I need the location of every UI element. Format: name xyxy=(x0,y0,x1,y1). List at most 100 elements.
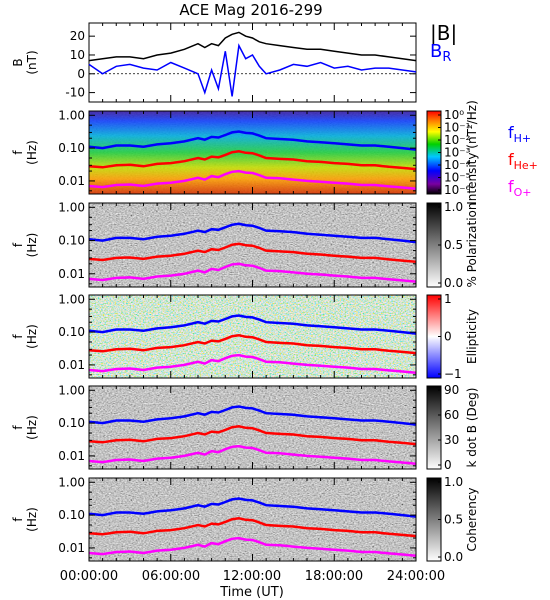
y-tick-label: 0.10 xyxy=(58,416,85,430)
x-tick-label: 06:00:00 xyxy=(142,569,200,584)
series-line xyxy=(88,31,417,62)
y-axis-label: f (Hz) xyxy=(11,507,39,532)
x-tick-label: 18:00:00 xyxy=(305,569,363,584)
gyrofrequency-line-He+ xyxy=(89,334,416,355)
colorbar-tick-label: 10⁰ xyxy=(444,108,464,122)
gyrofrequency-line-O+ xyxy=(89,536,416,557)
gyrofrequency-line-H+ xyxy=(89,405,416,426)
svg-text:f: f xyxy=(11,242,25,247)
colorbar-tick-label: 0 xyxy=(444,330,452,344)
x-tick-label: 00:00:00 xyxy=(60,569,118,584)
plot-area xyxy=(88,22,417,103)
colorbar-tick-label: 10⁻⁴ xyxy=(444,158,471,172)
y-tick-label: 0.10 xyxy=(58,234,85,248)
y-tick-label: 1.00 xyxy=(58,475,85,489)
x-axis: 00:00:00 06:00:00 12:00:00 18:00:00 24:0… xyxy=(60,569,445,600)
svg-text:f: f xyxy=(11,517,25,522)
gyrofrequency-line-O+ xyxy=(89,444,416,465)
colorbar-tick-label: 0 xyxy=(444,458,452,472)
y-tick-label: 0.10 xyxy=(58,141,85,155)
svg-text:(Hz): (Hz) xyxy=(25,415,39,440)
y-axis-label: f (Hz) xyxy=(11,324,39,349)
gyrofrequency-line-He+ xyxy=(89,242,416,264)
colorbar-tick-label: 1.0 xyxy=(444,200,463,214)
colorbar-tick-label: 10⁻² xyxy=(444,133,471,147)
gyrofrequency-line-H+ xyxy=(89,130,416,151)
colorbar-title: Intensity (nT²/Hz) xyxy=(465,100,479,205)
y-tick-label: 1.00 xyxy=(58,383,85,397)
y-tick-label: 0 xyxy=(77,67,85,81)
colorbar-tick-label: 0.0 xyxy=(444,276,463,290)
colorbar-tick-label: 0.0 xyxy=(444,550,463,564)
y-tick-label: -10 xyxy=(65,86,85,100)
colorbar-tick-label: 0.5 xyxy=(444,513,463,527)
legend: fH+ fHe+ fO+ xyxy=(508,123,538,199)
colorbar-title: k dot B (Deg) xyxy=(465,388,479,468)
colorbar-title: Coherency xyxy=(465,487,479,551)
svg-text:B: B xyxy=(11,58,25,66)
colorbar-tick-label: 0.5 xyxy=(444,238,463,252)
legend-entry: fHe+ xyxy=(508,150,538,172)
gyrofrequency-line-H+ xyxy=(89,314,416,335)
series-line xyxy=(88,43,417,97)
colorbar-tick-label: 1.0 xyxy=(444,475,463,489)
y-tick-label: 1.00 xyxy=(58,200,85,214)
spectrogram-coherency xyxy=(89,478,416,561)
x-tick-label: 24:00:00 xyxy=(387,569,445,584)
svg-text:(Hz): (Hz) xyxy=(25,233,39,258)
svg-text:f: f xyxy=(11,150,25,155)
x-axis-label: Time (UT) xyxy=(219,585,284,600)
spectrogram-kdotb xyxy=(89,386,416,469)
svg-text:f: f xyxy=(11,334,25,339)
y-tick-label: 20 xyxy=(70,29,85,43)
svg-text:(Hz): (Hz) xyxy=(25,507,39,532)
y-tick-label: 0.01 xyxy=(58,541,85,555)
y-tick-label: 0.01 xyxy=(58,174,85,188)
gyrofrequency-line-H+ xyxy=(89,497,416,518)
colorbar-tick-label: 10⁻⁵ xyxy=(444,171,471,185)
gyrofrequency-line-He+ xyxy=(89,517,416,538)
colorbar-tick-label: 60 xyxy=(444,408,459,422)
spectrogram-intensity xyxy=(89,111,416,194)
y-tick-label: 0.10 xyxy=(58,325,85,339)
y-tick-label: 1.00 xyxy=(58,108,85,122)
colorbar-tick-label: 10⁻⁶ xyxy=(444,183,471,197)
svg-text:f: f xyxy=(11,425,25,430)
y-axis-label: f (Hz) xyxy=(11,233,39,258)
y-axis-label: f (Hz) xyxy=(11,140,39,165)
y-tick-label: 0.01 xyxy=(58,358,85,372)
gyrofrequency-line-H+ xyxy=(89,222,416,244)
figure-title: ACE Mag 2016-299 xyxy=(179,1,322,19)
colorbar-tick-label: 1 xyxy=(444,292,452,306)
spectrogram-polarization xyxy=(89,203,416,287)
colorbar-title: % Polarization xyxy=(465,203,479,288)
colorbar-tick-label: 30 xyxy=(444,433,459,447)
spectrogram-ellipticity xyxy=(89,295,416,378)
colorbar: 1.0 0.5 0.0% Polarization xyxy=(426,200,479,290)
gyrofrequency-line-O+ xyxy=(89,262,416,283)
svg-text:(Hz): (Hz) xyxy=(25,324,39,349)
gyrofrequency-line-O+ xyxy=(89,169,416,190)
colorbar-tick-label: 90 xyxy=(444,383,459,397)
legend-entry: fH+ xyxy=(508,123,531,145)
gyrofrequency-line-O+ xyxy=(89,353,416,374)
colorbar: 90 60 30 0 k dot B (Deg) xyxy=(426,383,479,472)
svg-text:(Hz): (Hz) xyxy=(25,140,39,165)
gyrofrequency-line-He+ xyxy=(89,150,416,171)
colorbar-tick-label: −1 xyxy=(444,367,462,381)
legend: |B|BR xyxy=(430,21,457,65)
colorbar-title: Ellipticity xyxy=(465,309,479,364)
y-tick-label: 0.01 xyxy=(58,267,85,281)
x-tick-label: 12:00:00 xyxy=(223,569,281,584)
y-tick-label: 0.01 xyxy=(58,449,85,463)
legend-entry: fO+ xyxy=(508,177,532,199)
svg-text:(nT): (nT) xyxy=(25,50,39,74)
legend-entry: |B| xyxy=(430,21,457,45)
y-axis-label: B (nT) xyxy=(11,50,39,74)
y-tick-label: 0.10 xyxy=(58,508,85,522)
y-tick-label: 10 xyxy=(70,48,85,62)
